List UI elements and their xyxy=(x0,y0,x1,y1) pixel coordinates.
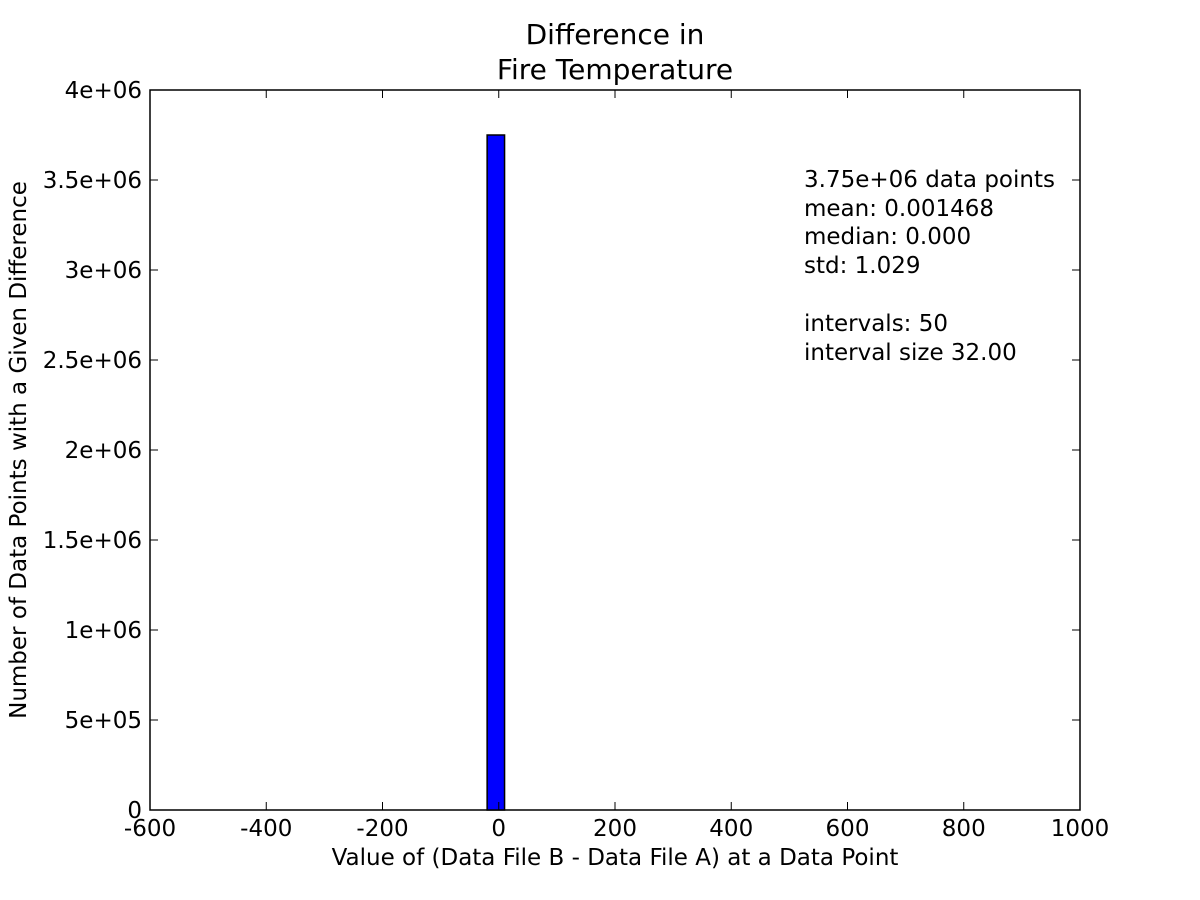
annotation-line-intervals: intervals: 50 xyxy=(804,311,948,337)
y-tick-label: 2.5e+06 xyxy=(43,348,142,374)
y-tick-label: 2e+06 xyxy=(65,438,142,464)
chart-title-line-2: Fire Temperature xyxy=(497,53,733,86)
x-axis-label: Value of (Data File B - Data File A) at … xyxy=(332,845,899,871)
annotation-line-mean: mean: 0.001468 xyxy=(804,196,994,222)
x-tick-label: -400 xyxy=(240,816,292,842)
annotation-line-data-points: 3.75e+06 data points xyxy=(804,167,1055,193)
x-tick-label: 200 xyxy=(593,816,637,842)
x-tick-label: 800 xyxy=(942,816,986,842)
y-tick-label: 3e+06 xyxy=(65,258,142,284)
bars-layer xyxy=(486,134,506,811)
annotation-line-median: median: 0.000 xyxy=(804,224,971,250)
y-tick-label: 5e+05 xyxy=(65,708,142,734)
x-tick-label: 600 xyxy=(826,816,870,842)
ticks-layer: -600 -400 -200 0 200 400 600 800 1000 0 5e+05 1e+06… xyxy=(43,78,1110,842)
stats-annotation: 3.75e+06 data points mean: 0.001468 medi… xyxy=(804,167,1055,366)
histogram-bar xyxy=(486,134,506,811)
x-tick-label: 1000 xyxy=(1051,816,1110,842)
y-axis-label: Number of Data Points with a Given Diffe… xyxy=(6,181,32,719)
x-tick-label: -600 xyxy=(124,816,176,842)
y-tick-label: 0 xyxy=(127,798,142,824)
x-tick-label: -200 xyxy=(356,816,408,842)
annotation-line-interval-size: interval size 32.00 xyxy=(804,340,1017,366)
y-tick-label: 4e+06 xyxy=(65,78,142,104)
y-tick-label: 1.5e+06 xyxy=(43,528,142,554)
y-tick-label: 3.5e+06 xyxy=(43,168,142,194)
x-tick-label: 0 xyxy=(491,816,506,842)
annotation-line-std: std: 1.029 xyxy=(804,253,921,279)
y-tick-label: 1e+06 xyxy=(65,618,142,644)
x-tick-label: 400 xyxy=(709,816,753,842)
chart-title-line-1: Difference in xyxy=(526,18,705,51)
